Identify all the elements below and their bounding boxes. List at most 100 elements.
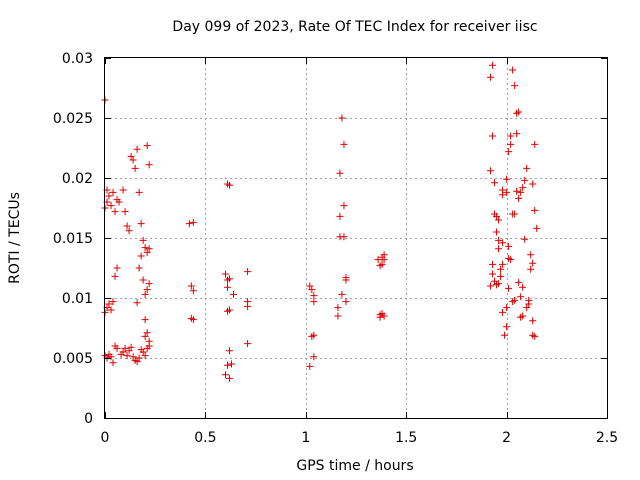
data-point-marker: [135, 264, 143, 272]
data-point-marker: [244, 340, 252, 348]
data-point-marker: [127, 343, 135, 351]
data-point-marker: [145, 337, 153, 345]
x-axis-label: GPS time / hours: [296, 458, 413, 474]
data-point-marker: [511, 82, 519, 90]
data-point-marker: [141, 316, 149, 324]
data-point-marker: [497, 265, 505, 273]
chart-title: Day 099 of 2023, Rate Of TEC Index for r…: [172, 19, 537, 35]
data-point-marker: [501, 331, 509, 339]
y-tick-label: 0.03: [62, 51, 93, 67]
data-point-marker: [141, 352, 149, 360]
data-point-marker: [499, 308, 507, 316]
data-point-marker: [489, 61, 497, 69]
data-point-marker: [517, 188, 525, 196]
x-tick-label: 1: [301, 430, 310, 446]
data-point-marker: [187, 282, 195, 290]
data-point-marker: [493, 212, 501, 220]
grid-lines: [105, 58, 607, 418]
data-point-marker: [531, 206, 539, 214]
data-point-marker: [105, 300, 113, 308]
data-point-marker: [221, 270, 229, 278]
data-point-marker: [531, 332, 539, 340]
data-point-marker: [125, 227, 133, 235]
data-point-marker: [519, 312, 527, 320]
data-point-marker: [139, 236, 147, 244]
data-point-marker: [499, 191, 507, 199]
data-point-marker: [503, 175, 511, 183]
data-point-marker: [489, 260, 497, 268]
data-point-marker: [519, 283, 527, 291]
data-point-marker: [230, 290, 238, 298]
data-point-marker: [310, 353, 318, 361]
data-point-marker: [119, 186, 127, 194]
data-point-marker: [223, 361, 231, 369]
data-point-marker: [511, 210, 519, 218]
data-point-marker: [374, 256, 382, 264]
data-point-marker: [141, 290, 149, 298]
data-point-marker: [109, 298, 117, 306]
data-point-marker: [521, 176, 529, 184]
data-point-marker: [499, 260, 507, 268]
data-point-marker: [143, 142, 151, 150]
data-point-marker: [495, 280, 503, 288]
data-point-marker: [527, 251, 535, 259]
data-point-marker: [334, 312, 342, 320]
data-point-marker: [336, 212, 344, 220]
data-point-marker: [137, 252, 145, 260]
data-point-marker: [111, 272, 119, 280]
data-point-marker: [487, 282, 495, 290]
data-point-marker: [133, 299, 141, 307]
data-point-marker: [185, 220, 193, 228]
data-point-marker: [340, 140, 348, 148]
data-point-marker: [115, 198, 123, 206]
data-point-marker: [244, 302, 252, 310]
x-tick-label: 1.5: [395, 430, 417, 446]
data-point-marker: [119, 348, 127, 356]
data-point-marker: [306, 282, 314, 290]
data-point-marker: [145, 245, 153, 253]
y-tick-label: 0: [84, 411, 93, 427]
data-point-marker: [105, 192, 113, 200]
data-point-marker: [505, 148, 513, 156]
y-tick-label: 0.015: [53, 231, 93, 247]
data-point-marker: [380, 256, 388, 264]
data-point-marker: [489, 270, 497, 278]
plot-area-border: [104, 57, 608, 419]
data-point-marker: [513, 130, 521, 138]
data-point-marker: [244, 268, 252, 276]
data-point-marker: [306, 362, 314, 370]
data-point-marker: [523, 164, 531, 172]
data-point-marker: [129, 353, 137, 361]
data-point-marker: [503, 188, 511, 196]
data-point-marker: [131, 164, 139, 172]
data-point-marker: [503, 304, 511, 312]
data-point-marker: [340, 233, 348, 241]
data-point-marker: [107, 353, 115, 361]
data-point-marker: [310, 298, 318, 306]
data-point-marker: [533, 224, 541, 232]
y-tick-label: 0.005: [53, 351, 93, 367]
data-point-marker: [225, 374, 233, 382]
data-point-marker: [133, 358, 141, 366]
data-point-marker: [529, 180, 537, 188]
data-point-marker: [342, 276, 350, 284]
y-tick-label: 0.02: [62, 171, 93, 187]
data-point-marker: [338, 114, 346, 122]
data-point-marker: [517, 293, 525, 301]
data-point-marker: [225, 275, 233, 283]
y-tick-label: 0.025: [53, 111, 93, 127]
data-point-marker: [507, 132, 515, 140]
x-tick-label: 2: [502, 430, 511, 446]
data-point-marker: [525, 300, 533, 308]
data-point-marker: [145, 161, 153, 169]
data-point-marker: [127, 152, 135, 160]
data-point-marker: [515, 278, 523, 286]
data-point-marker: [308, 286, 316, 294]
data-point-marker: [521, 235, 529, 243]
data-point-marker: [129, 156, 137, 164]
data-point-marker: [113, 344, 121, 352]
data-point-marker: [497, 272, 505, 280]
data-point-marker: [495, 236, 503, 244]
